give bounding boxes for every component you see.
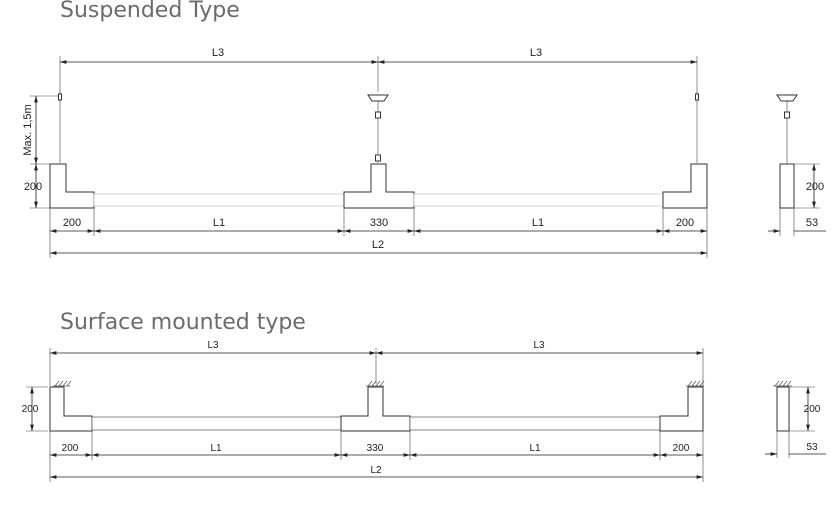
ceiling-hatch bbox=[53, 380, 792, 387]
surface-label-l1-left: L1 bbox=[210, 443, 222, 454]
surface-label-l3-right: L3 bbox=[533, 340, 545, 351]
label-max-height: Max. 1,5m bbox=[22, 104, 34, 155]
surface-side-label-width: 53 bbox=[806, 442, 818, 453]
surface-label-l2: L2 bbox=[370, 465, 382, 476]
suspended-luminaire bbox=[49, 163, 708, 209]
surface-label-l1-right: L1 bbox=[529, 443, 541, 454]
surface-side-view: 200 53 bbox=[765, 386, 826, 458]
label-height-200: 200 bbox=[24, 181, 42, 193]
label-l3-right: L3 bbox=[530, 47, 542, 59]
side-label-width: 53 bbox=[806, 217, 818, 229]
surface-label-end-left: 200 bbox=[62, 443, 79, 454]
label-end-left: 200 bbox=[63, 217, 81, 229]
label-l2: L2 bbox=[372, 239, 384, 251]
label-l1-right: L1 bbox=[532, 217, 544, 229]
surface-label-end-right: 200 bbox=[673, 443, 690, 454]
label-l1-left: L1 bbox=[213, 217, 225, 229]
suspended-type-title: Suspended Type bbox=[60, 0, 240, 23]
side-label-height: 200 bbox=[806, 181, 824, 193]
label-mid-330: 330 bbox=[370, 217, 388, 229]
suspended-drawing: L3 L3 Max. 1,5m 200 bbox=[22, 47, 826, 258]
surface-mounted-type-title: Surface mounted type bbox=[60, 310, 306, 335]
surface-drawing: L3 L3 200 bbox=[22, 340, 826, 482]
suspended-side-view: 200 53 bbox=[768, 94, 826, 236]
surface-label-mid: 330 bbox=[367, 443, 384, 454]
surface-luminaire bbox=[49, 386, 704, 432]
label-l3-left: L3 bbox=[212, 47, 224, 59]
surface-label-l3-left: L3 bbox=[207, 340, 219, 351]
surface-side-label-height: 200 bbox=[804, 404, 821, 415]
label-end-right: 200 bbox=[676, 217, 694, 229]
surface-label-height: 200 bbox=[22, 404, 39, 415]
